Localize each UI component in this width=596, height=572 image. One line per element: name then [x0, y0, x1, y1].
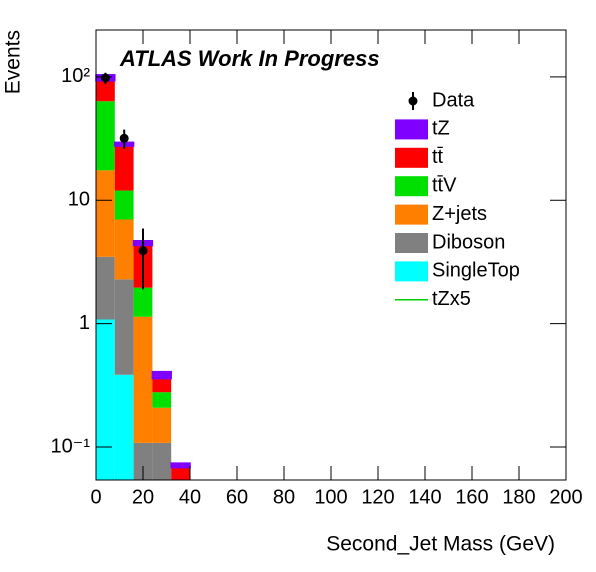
bar-segment: [133, 287, 153, 317]
bar-segment: [152, 407, 172, 443]
legend-swatch: [395, 119, 428, 140]
bar-segment: [114, 190, 134, 220]
y-tick-label: 1: [79, 312, 90, 334]
bar-segment: [133, 442, 153, 480]
legend-label: Data: [432, 89, 475, 111]
bar-segment: [152, 378, 172, 393]
bar-segment: [170, 462, 191, 469]
bar-segment: [133, 316, 153, 443]
legend-label: Diboson: [432, 231, 505, 253]
y-tick-label: 10⁻¹: [51, 435, 91, 457]
bar-segment: [96, 170, 115, 257]
bar-segment: [96, 256, 115, 320]
bar-segment: [96, 80, 115, 102]
x-tick-label: 100: [314, 486, 347, 508]
legend-label: tt̄: [432, 146, 444, 168]
x-tick-label: 200: [549, 486, 582, 508]
bar-segment: [114, 219, 134, 280]
chart-title: ATLAS Work In Progress: [119, 46, 380, 71]
x-tick-label: 120: [361, 486, 394, 508]
legend-label: SingleTop: [432, 260, 520, 282]
bar-segment: [152, 442, 172, 480]
x-tick-label: 0: [90, 486, 101, 508]
bar-segment: [114, 146, 134, 191]
x-axis-label: Second_Jet Mass (GeV): [326, 533, 555, 556]
x-tick-label: 40: [179, 486, 201, 508]
bar-segment: [114, 279, 134, 375]
x-tick-label: 60: [226, 486, 248, 508]
x-tick-label: 20: [132, 486, 154, 508]
y-tick-label: 10²: [61, 65, 90, 87]
x-tick-label: 180: [502, 486, 535, 508]
legend-label: tZx5: [432, 288, 471, 310]
legend-swatch: [395, 204, 428, 225]
legend-swatch: [395, 147, 428, 168]
legend-marker: [408, 96, 418, 106]
bar-segment: [96, 101, 115, 171]
y-axis-label: Events: [2, 30, 25, 94]
y-tick-label: 10: [68, 189, 90, 211]
legend-swatch: [395, 261, 428, 282]
bar-segment: [114, 374, 134, 480]
bar-segment: [151, 370, 172, 380]
bar-segment: [96, 319, 115, 480]
bar-segment: [152, 392, 172, 408]
data-point: [138, 246, 148, 256]
data-point: [119, 133, 129, 143]
x-tick-label: 160: [455, 486, 488, 508]
legend-swatch: [395, 233, 428, 253]
legend-label: tZ: [432, 118, 450, 140]
legend-label: tt̄V: [432, 174, 457, 196]
legend-swatch: [395, 176, 428, 197]
bar-segment: [171, 467, 190, 480]
legend-label: Z+jets: [432, 203, 487, 225]
data-point: [100, 73, 110, 83]
x-tick-label: 140: [408, 486, 441, 508]
x-tick-label: 80: [273, 486, 295, 508]
